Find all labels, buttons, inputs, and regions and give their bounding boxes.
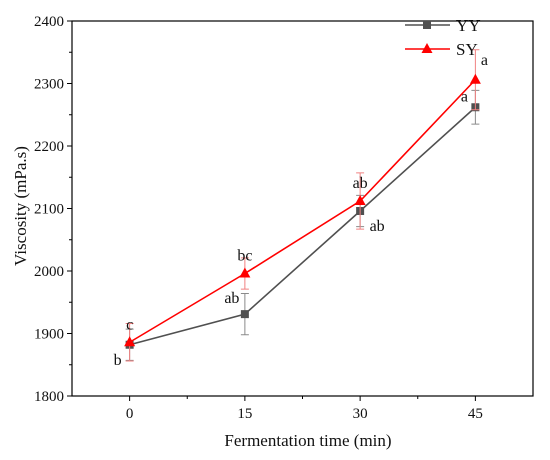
x-tick-label: 15: [237, 406, 252, 422]
y-tick-label: 1800: [34, 389, 64, 405]
series-layer: b ab ab a c bc ab a: [114, 49, 488, 369]
x-axis: 0 15 30 45: [126, 396, 483, 422]
y-tick-label: 1900: [34, 327, 64, 343]
legend-marker-square: [423, 21, 431, 29]
legend-item-sy: SY: [405, 40, 478, 59]
y-tick-label: 2000: [34, 264, 64, 280]
significance-label: b: [114, 352, 122, 369]
x-tick-label: 45: [468, 406, 483, 422]
significance-label: bc: [237, 248, 252, 265]
data-point-triangle: [239, 267, 251, 278]
y-tick-label: 2100: [34, 202, 64, 218]
significance-label: ab: [370, 218, 385, 235]
plot-border: [71, 20, 534, 397]
significance-label: c: [126, 316, 133, 333]
data-point-triangle: [124, 336, 136, 347]
significance-label: a: [481, 52, 488, 69]
legend-item-yy: YY: [405, 16, 481, 35]
series-sy: c bc ab a: [124, 49, 488, 362]
significance-label: ab: [353, 175, 368, 192]
legend-marker-triangle: [421, 43, 433, 53]
significance-label: ab: [224, 290, 239, 307]
x-tick-label: 0: [126, 406, 134, 422]
y-tick-label: 2200: [34, 139, 64, 155]
data-point-triangle: [354, 195, 366, 205]
legend-label: YY: [456, 16, 481, 35]
y-tick-label: 2300: [34, 77, 64, 93]
series-line: [129, 79, 476, 343]
plot-frame: [71, 20, 534, 397]
significance-label: a: [461, 88, 468, 105]
y-axis-title: Viscosity (mPa.s): [11, 146, 30, 266]
y-tick-label: 2400: [34, 14, 64, 30]
legend: YY SY: [405, 16, 481, 59]
data-point-triangle: [469, 73, 481, 84]
series-yy: b ab ab a: [114, 88, 480, 369]
data-point-square: [240, 310, 249, 319]
y-axis: 1800 1900 2000 2100 2200 2300 2400: [34, 14, 72, 405]
x-axis-title: Fermentation time (min): [224, 431, 391, 450]
series-line: [129, 106, 476, 346]
x-tick-label: 30: [353, 406, 368, 422]
legend-label: SY: [456, 40, 478, 59]
